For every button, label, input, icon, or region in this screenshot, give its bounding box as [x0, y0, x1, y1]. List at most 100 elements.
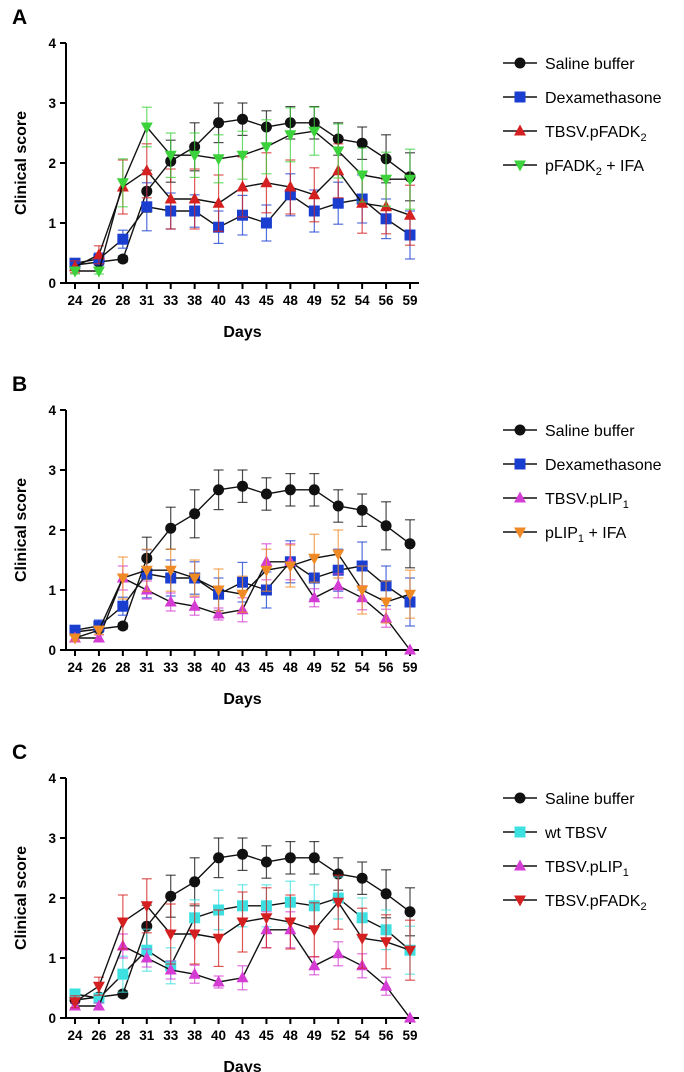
legend-label: Dexamethasone — [545, 90, 662, 107]
data-point — [164, 565, 177, 577]
data-point — [308, 852, 320, 864]
data-point — [164, 963, 177, 975]
data-point — [188, 929, 201, 941]
y-tick-label: 1 — [48, 951, 56, 966]
x-tick-label: 48 — [283, 660, 299, 675]
data-point — [260, 565, 273, 577]
data-point — [117, 253, 129, 265]
x-tick-label: 43 — [235, 1028, 251, 1043]
legend-item: TBSV.pFADK2 — [503, 124, 647, 144]
legend-marker — [514, 491, 526, 503]
legend-label: pFADK2 + IFA — [545, 158, 644, 178]
data-point — [332, 579, 345, 591]
data-point — [165, 890, 177, 902]
series-0 — [69, 469, 416, 638]
panel-letter: C — [12, 741, 27, 764]
y-tick-label: 0 — [48, 643, 56, 658]
data-point — [213, 117, 225, 129]
legend-marker — [514, 91, 526, 103]
data-point — [308, 959, 321, 971]
data-point — [356, 504, 368, 516]
y-tick-label: 3 — [48, 96, 56, 111]
data-point — [380, 937, 393, 949]
x-axis-label: Days — [223, 324, 261, 341]
legend-label: pLIP1 + IFA — [545, 525, 627, 545]
data-point — [236, 589, 249, 601]
data-point — [404, 945, 416, 957]
y-tick-label: 0 — [48, 276, 56, 291]
data-point — [69, 988, 81, 1000]
data-point — [69, 266, 81, 278]
x-tick-label: 56 — [379, 660, 395, 675]
data-point — [308, 925, 321, 937]
legend-marker — [514, 424, 526, 436]
x-tick-label: 52 — [331, 293, 346, 308]
data-point — [356, 585, 369, 597]
x-tick-label: 31 — [139, 293, 155, 308]
x-tick-label: 24 — [67, 293, 83, 308]
y-tick-label: 4 — [48, 771, 56, 786]
data-point — [380, 979, 393, 991]
data-point — [284, 852, 296, 864]
data-point — [260, 176, 273, 188]
legend-marker — [514, 826, 526, 838]
data-point — [188, 192, 201, 204]
legend-marker — [514, 160, 526, 172]
data-point — [213, 852, 225, 864]
y-tick-label: 2 — [48, 891, 56, 906]
data-point — [260, 217, 272, 229]
legend-label: TBSV.pLIP1 — [545, 859, 629, 879]
x-tick-label: 38 — [187, 660, 203, 675]
panel-letter: B — [12, 373, 27, 396]
data-point — [188, 967, 201, 979]
data-point — [116, 178, 129, 190]
data-point — [332, 897, 345, 909]
legend-label: wt TBSV — [544, 825, 607, 842]
data-point — [92, 999, 105, 1011]
legend-label: TBSV.pFADK2 — [545, 893, 647, 913]
data-point — [212, 607, 225, 619]
data-point — [92, 631, 105, 643]
x-tick-label: 48 — [283, 1028, 299, 1043]
y-tick-label: 4 — [48, 403, 56, 418]
data-point — [140, 122, 153, 134]
legend-item: Dexamethasone — [503, 90, 662, 107]
x-tick-label: 24 — [67, 1028, 83, 1043]
data-point — [404, 538, 416, 550]
x-tick-label: 59 — [402, 1028, 417, 1043]
legend-marker — [514, 57, 526, 69]
x-tick-label: 28 — [115, 293, 131, 308]
y-tick-label: 4 — [48, 36, 56, 51]
data-point — [332, 146, 345, 158]
data-point — [404, 174, 416, 186]
chart-panel-b: B 0 1 2 3 4 24 26 28 31 33 38 40 43 45 48 49 52 54 56 59 Days… — [12, 373, 662, 708]
x-axis-label: Days — [223, 691, 261, 708]
data-point — [69, 624, 81, 636]
data-point — [92, 625, 105, 637]
chart-panel-c: C 0 1 2 3 4 24 26 28 31 33 38 40 43 45 48 49 52 54 56 59 Days… — [12, 741, 647, 1072]
y-tick-label: 3 — [48, 831, 56, 846]
data-point — [260, 913, 273, 925]
series-3 — [69, 529, 416, 645]
data-point — [92, 266, 105, 278]
legend-label: Saline buffer — [545, 791, 635, 808]
data-point — [188, 599, 201, 611]
y-tick-label: 3 — [48, 463, 56, 478]
x-tick-label: 26 — [91, 1028, 107, 1043]
legend-item: TBSV.pLIP1 — [503, 859, 629, 879]
legend-marker — [514, 124, 526, 136]
x-tick-label: 59 — [402, 660, 417, 675]
y-tick-label: 2 — [48, 523, 56, 538]
legend-item: Saline buffer — [503, 423, 635, 440]
legend-marker — [514, 527, 526, 539]
data-point — [213, 484, 225, 496]
y-tick-label: 2 — [48, 156, 56, 171]
data-point — [117, 620, 129, 632]
data-point — [188, 150, 201, 162]
data-point — [284, 180, 297, 192]
legend-label: Dexamethasone — [545, 457, 662, 474]
data-point — [236, 150, 249, 162]
data-point — [308, 591, 321, 603]
data-point — [189, 508, 201, 520]
